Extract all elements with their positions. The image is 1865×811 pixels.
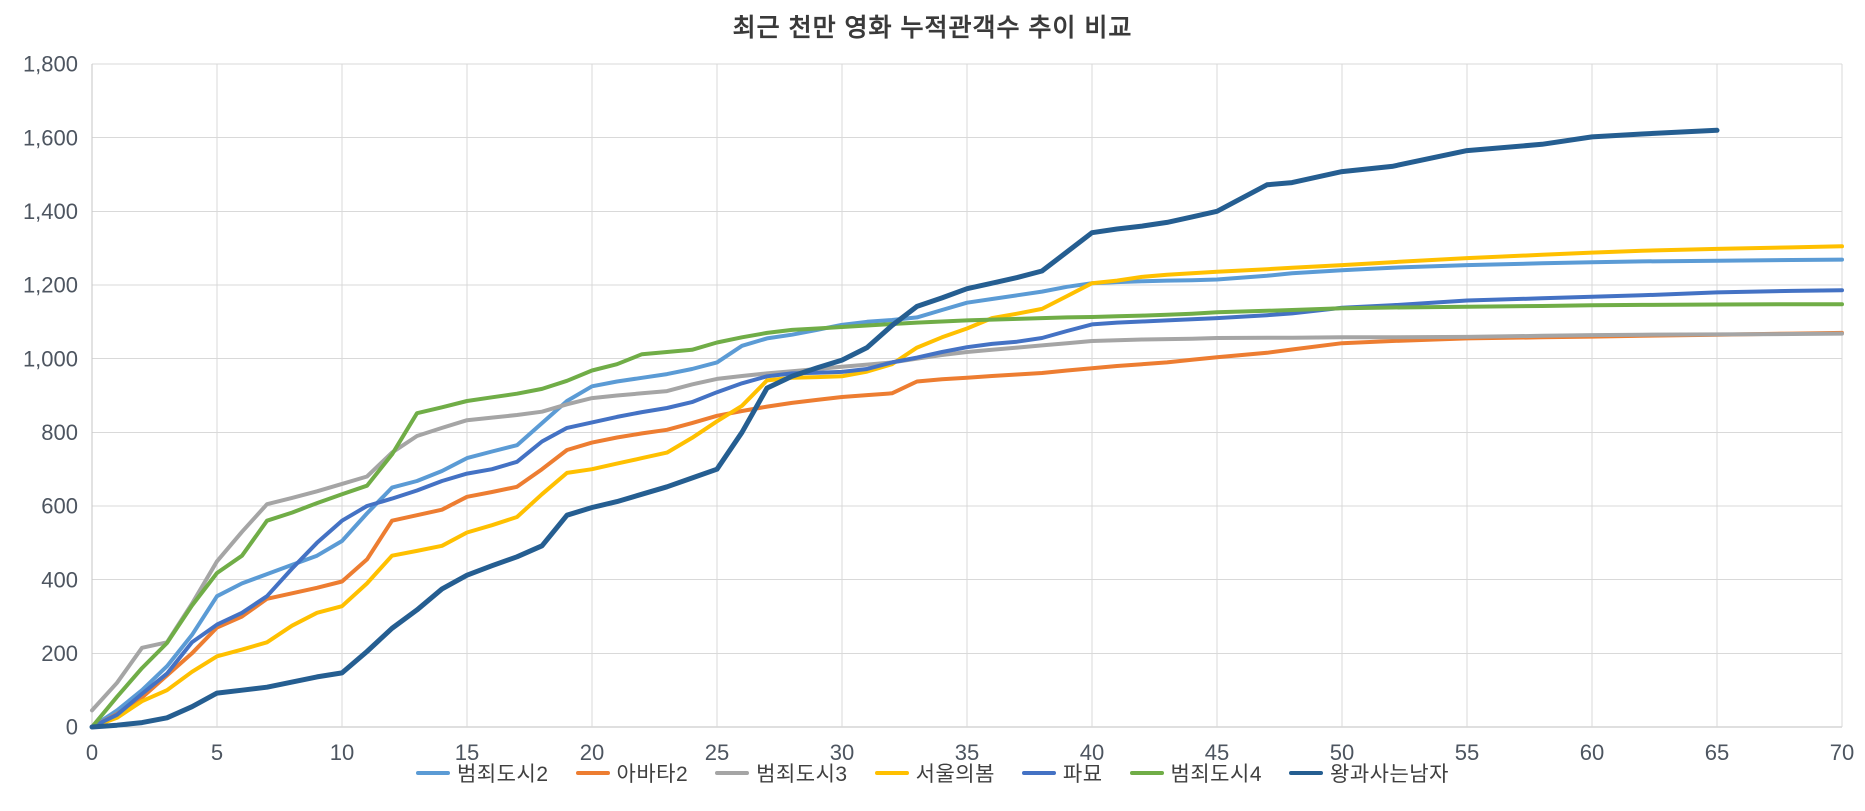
legend-item-0: 범죄도시2 (416, 758, 548, 788)
x-tick-label: 20 (580, 740, 604, 765)
legend-swatch-icon (874, 771, 909, 775)
legend-swatch-icon (1129, 771, 1164, 775)
legend-label: 서울의봄 (915, 763, 995, 786)
series-line-5 (90, 302, 1844, 729)
legend-swatch-icon (1021, 771, 1056, 775)
legend-label: 왕과사는남자 (1330, 763, 1449, 786)
y-tick-label: 1,800 (23, 52, 78, 77)
series-line-1 (90, 330, 1844, 729)
legend-swatch-icon (1289, 771, 1324, 775)
x-tick-label: 45 (1205, 740, 1229, 765)
x-tick-label: 60 (1580, 740, 1604, 765)
legend-label: 파묘 (1062, 763, 1103, 786)
legend-label: 범죄도시3 (756, 763, 848, 786)
y-tick-label: 400 (41, 567, 78, 592)
y-tick-label: 1,200 (23, 273, 78, 298)
x-tick-label: 55 (1455, 740, 1479, 765)
legend-label: 아바타2 (616, 763, 689, 786)
legend-swatch-icon (715, 771, 750, 775)
legend-label: 범죄도시2 (457, 763, 549, 786)
series-line-6 (89, 127, 1720, 730)
x-tick-label: 40 (1080, 740, 1104, 765)
x-tick-label: 65 (1705, 740, 1729, 765)
x-tick-label: 25 (705, 740, 729, 765)
y-axis-tick-labels: 0 200 400 600 800 1,000 1,200 1,400 1,600 1,800 (23, 52, 78, 740)
legend-item-3: 서울의봄 (874, 758, 995, 788)
chart-title: 최근 천만 영화 누적관객수 추이 비교 (732, 14, 1133, 42)
legend-swatch-icon (416, 771, 451, 775)
y-tick-label: 0 (66, 715, 78, 740)
x-axis-tick-labels: 0 5 10 15 20 25 30 35 40 45 50 55 60 65 70 (86, 740, 1854, 765)
x-tick-label: 0 (86, 740, 98, 765)
y-tick-label: 200 (41, 641, 78, 666)
legend-item-1: 아바타2 (575, 758, 689, 788)
y-tick-label: 600 (41, 494, 78, 519)
legend-item-2: 범죄도시3 (715, 758, 847, 788)
y-tick-label: 1,400 (23, 199, 78, 224)
legend-item-4: 파묘 (1021, 758, 1103, 788)
x-tick-label: 70 (1830, 740, 1854, 765)
series-line-0 (90, 257, 1844, 729)
x-tick-label: 50 (1330, 740, 1354, 765)
gridlines (91, 63, 1843, 728)
x-tick-label: 5 (211, 740, 223, 765)
legend-label: 범죄도시4 (1170, 763, 1263, 786)
x-tick-label: 30 (830, 740, 854, 765)
legend-item-5: 범죄도시4 (1129, 758, 1263, 788)
legend-swatch-icon (575, 771, 610, 775)
legend: 범죄도시2 아바타2 범죄도시3 서울의봄 파묘 범죄도시4 왕과사는남자 (0, 758, 1865, 788)
y-tick-label: 1,000 (23, 346, 78, 371)
y-tick-label: 1,600 (23, 125, 78, 150)
x-tick-label: 10 (330, 740, 354, 765)
series-line-4 (90, 288, 1844, 729)
legend-item-6: 왕과사는남자 (1289, 758, 1449, 788)
x-tick-label: 15 (455, 740, 479, 765)
x-tick-label: 35 (955, 740, 979, 765)
y-tick-label: 800 (41, 420, 78, 445)
series-line-2 (90, 331, 1844, 713)
